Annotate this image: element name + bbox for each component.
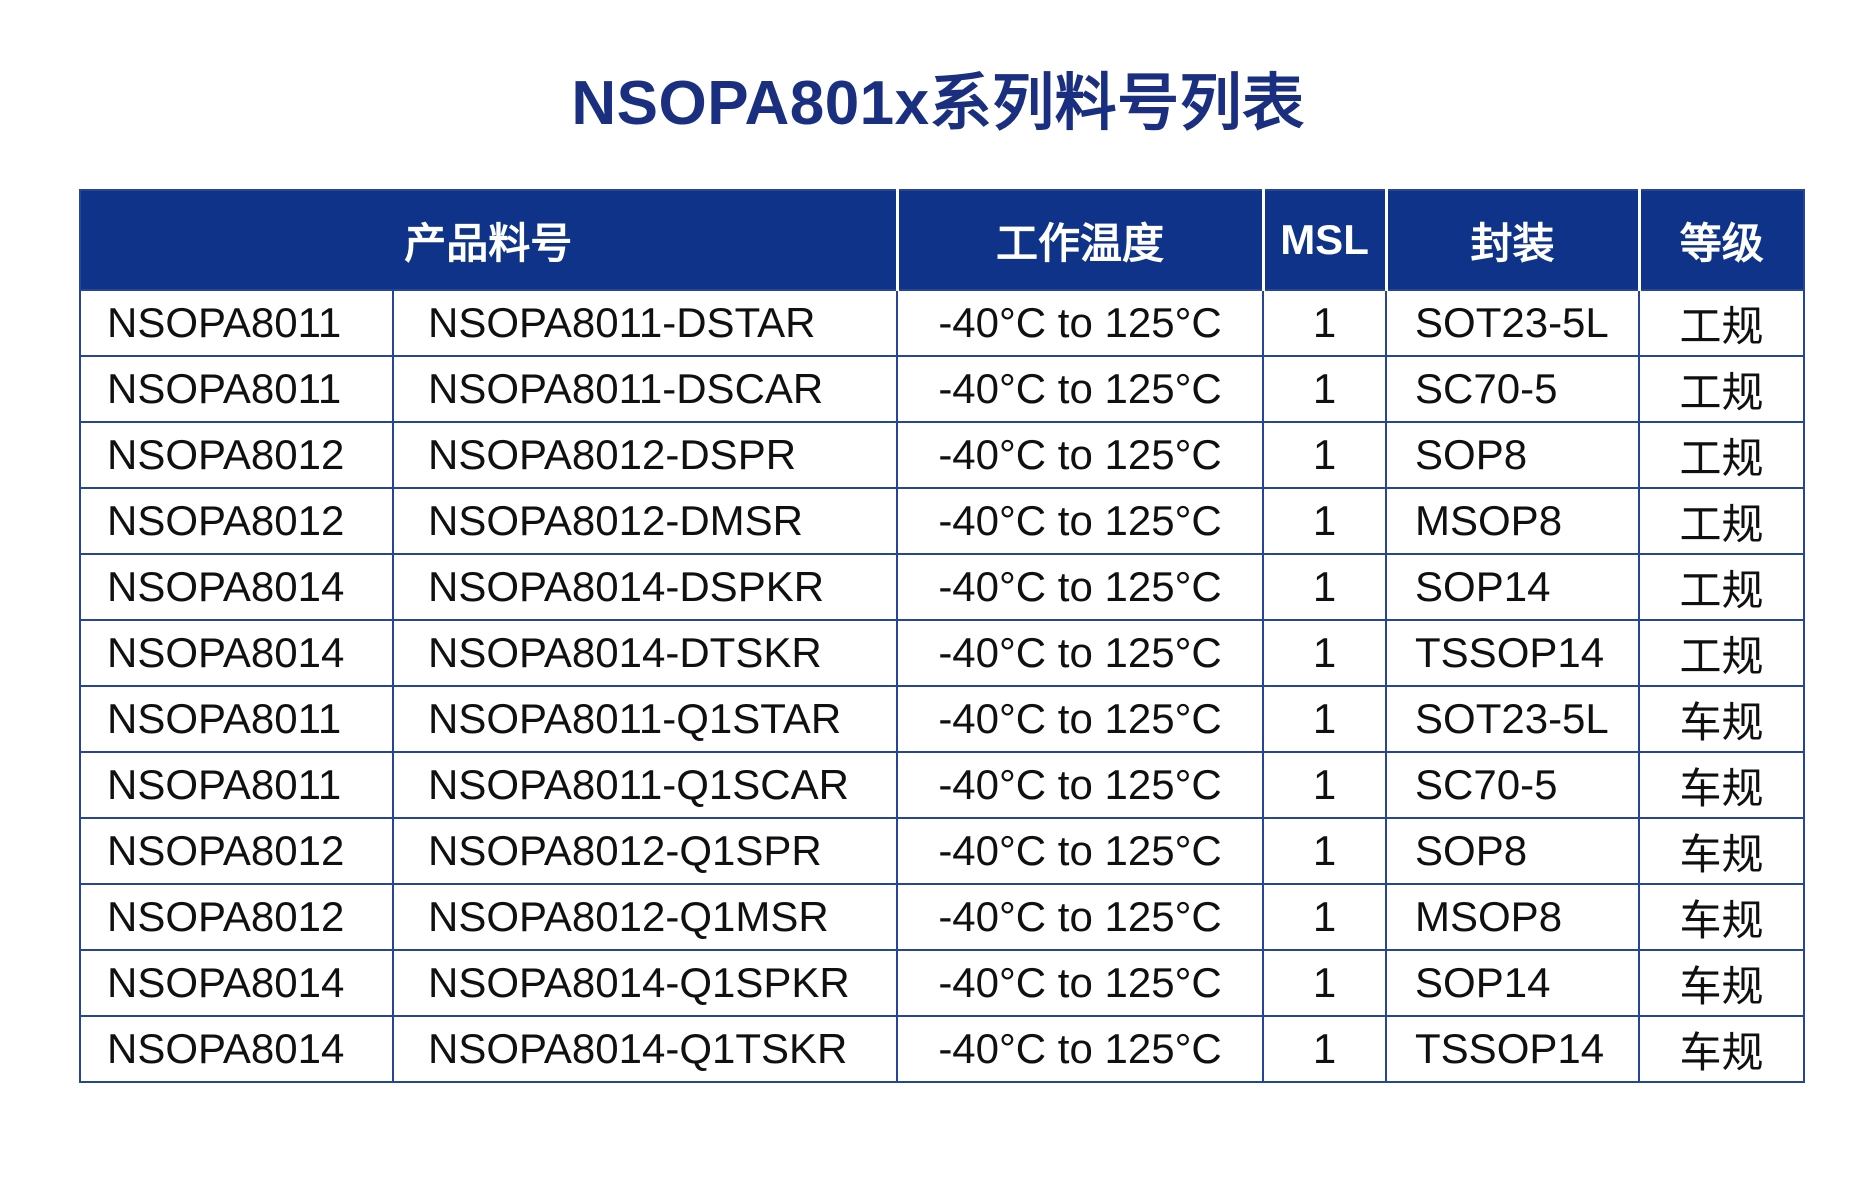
cell-temp-range: -40°C to 125°C	[896, 685, 1265, 753]
table-row: NSOPA8014 NSOPA8014-DTSKR -40°C to 125°C…	[79, 619, 1806, 687]
cell-grade: 车规	[1638, 949, 1806, 1017]
cell-temp-range: -40°C to 125°C	[896, 949, 1265, 1017]
table-row: NSOPA8014 NSOPA8014-Q1TSKR -40°C to 125°…	[79, 1015, 1806, 1083]
cell-package: SOT23-5L	[1385, 685, 1641, 753]
cell-msl: 1	[1262, 1015, 1388, 1083]
header-operating-temperature: 工作温度	[895, 190, 1264, 290]
cell-part-number: NSOPA8012-DSPR	[391, 421, 899, 489]
header-msl: MSL	[1261, 190, 1387, 290]
cell-msl: 1	[1262, 487, 1388, 555]
cell-temp-range: -40°C to 125°C	[896, 553, 1265, 621]
cell-package: MSOP8	[1385, 487, 1641, 555]
cell-product-family: NSOPA8012	[79, 883, 394, 951]
cell-grade: 工规	[1638, 487, 1806, 555]
header-row: 产品料号 工作温度 MSL 封装 等级	[80, 190, 1805, 290]
cell-product-family: NSOPA8014	[79, 949, 394, 1017]
cell-grade: 工规	[1638, 553, 1806, 621]
table-body: NSOPA8011 NSOPA8011-DSTAR -40°C to 125°C…	[79, 289, 1806, 1083]
table-row: NSOPA8012 NSOPA8012-DMSR -40°C to 125°C …	[79, 487, 1806, 555]
cell-package: TSSOP14	[1385, 1015, 1641, 1083]
cell-temp-range: -40°C to 125°C	[896, 751, 1265, 819]
cell-msl: 1	[1262, 289, 1388, 357]
cell-part-number: NSOPA8011-DSTAR	[391, 289, 899, 357]
cell-part-number: NSOPA8011-Q1SCAR	[391, 751, 899, 819]
table-row: NSOPA8011 NSOPA8011-Q1STAR -40°C to 125°…	[79, 685, 1806, 753]
table-row: NSOPA8014 NSOPA8014-DSPKR -40°C to 125°C…	[79, 553, 1806, 621]
cell-package: SOP14	[1385, 949, 1641, 1017]
cell-package: MSOP8	[1385, 883, 1641, 951]
table-row: NSOPA8012 NSOPA8012-Q1MSR -40°C to 125°C…	[79, 883, 1806, 951]
cell-msl: 1	[1262, 817, 1388, 885]
cell-product-family: NSOPA8014	[79, 553, 394, 621]
cell-msl: 1	[1262, 355, 1388, 423]
cell-msl: 1	[1262, 619, 1388, 687]
cell-package: SOP8	[1385, 817, 1641, 885]
cell-msl: 1	[1262, 883, 1388, 951]
cell-product-family: NSOPA8012	[79, 421, 394, 489]
header-package: 封装	[1384, 190, 1640, 290]
cell-grade: 工规	[1638, 619, 1806, 687]
cell-part-number: NSOPA8012-DMSR	[391, 487, 899, 555]
cell-product-family: NSOPA8014	[79, 619, 394, 687]
cell-product-family: NSOPA8014	[79, 1015, 394, 1083]
cell-product-family: NSOPA8011	[79, 289, 394, 357]
table-header: 产品料号 工作温度 MSL 封装 等级	[80, 190, 1805, 290]
cell-part-number: NSOPA8012-Q1MSR	[391, 883, 899, 951]
cell-temp-range: -40°C to 125°C	[896, 1015, 1265, 1083]
cell-part-number: NSOPA8012-Q1SPR	[391, 817, 899, 885]
cell-grade: 工规	[1638, 355, 1806, 423]
cell-product-family: NSOPA8012	[79, 817, 394, 885]
page-title: NSOPA801x系列料号列表	[571, 69, 1305, 138]
table-row: NSOPA8011 NSOPA8011-DSTAR -40°C to 125°C…	[79, 289, 1806, 357]
cell-grade: 车规	[1638, 685, 1806, 753]
cell-product-family: NSOPA8012	[79, 487, 394, 555]
cell-part-number: NSOPA8011-DSCAR	[391, 355, 899, 423]
part-number-table: 产品料号 工作温度 MSL 封装 等级 NSOPA8011 NSOPA8011-…	[79, 189, 1806, 1083]
cell-product-family: NSOPA8011	[79, 751, 394, 819]
cell-package: SOT23-5L	[1385, 289, 1641, 357]
cell-package: SOP8	[1385, 421, 1641, 489]
cell-package: SC70-5	[1385, 355, 1641, 423]
cell-part-number: NSOPA8014-Q1SPKR	[391, 949, 899, 1017]
cell-package: SOP14	[1385, 553, 1641, 621]
cell-package: TSSOP14	[1385, 619, 1641, 687]
cell-msl: 1	[1262, 751, 1388, 819]
cell-grade: 车规	[1638, 1015, 1806, 1083]
cell-part-number: NSOPA8014-DSPKR	[391, 553, 899, 621]
cell-temp-range: -40°C to 125°C	[896, 289, 1265, 357]
header-product-part-number: 产品料号	[80, 190, 898, 290]
cell-temp-range: -40°C to 125°C	[896, 421, 1265, 489]
cell-part-number: NSOPA8011-Q1STAR	[391, 685, 899, 753]
header-grade: 等级	[1637, 190, 1805, 290]
cell-part-number: NSOPA8014-DTSKR	[391, 619, 899, 687]
cell-package: SC70-5	[1385, 751, 1641, 819]
cell-temp-range: -40°C to 125°C	[896, 883, 1265, 951]
table-row: NSOPA8012 NSOPA8012-Q1SPR -40°C to 125°C…	[79, 817, 1806, 885]
cell-product-family: NSOPA8011	[79, 355, 394, 423]
table-row: NSOPA8012 NSOPA8012-DSPR -40°C to 125°C …	[79, 421, 1806, 489]
cell-grade: 车规	[1638, 751, 1806, 819]
cell-temp-range: -40°C to 125°C	[896, 619, 1265, 687]
cell-msl: 1	[1262, 553, 1388, 621]
table-row: NSOPA8014 NSOPA8014-Q1SPKR -40°C to 125°…	[79, 949, 1806, 1017]
table-row: NSOPA8011 NSOPA8011-DSCAR -40°C to 125°C…	[79, 355, 1806, 423]
cell-grade: 工规	[1638, 421, 1806, 489]
cell-msl: 1	[1262, 685, 1388, 753]
table-row: NSOPA8011 NSOPA8011-Q1SCAR -40°C to 125°…	[79, 751, 1806, 819]
cell-msl: 1	[1262, 421, 1388, 489]
cell-product-family: NSOPA8011	[79, 685, 394, 753]
cell-part-number: NSOPA8014-Q1TSKR	[391, 1015, 899, 1083]
cell-temp-range: -40°C to 125°C	[896, 487, 1265, 555]
cell-temp-range: -40°C to 125°C	[896, 355, 1265, 423]
cell-grade: 工规	[1638, 289, 1806, 357]
cell-grade: 车规	[1638, 817, 1806, 885]
cell-grade: 车规	[1638, 883, 1806, 951]
cell-temp-range: -40°C to 125°C	[896, 817, 1265, 885]
cell-msl: 1	[1262, 949, 1388, 1017]
